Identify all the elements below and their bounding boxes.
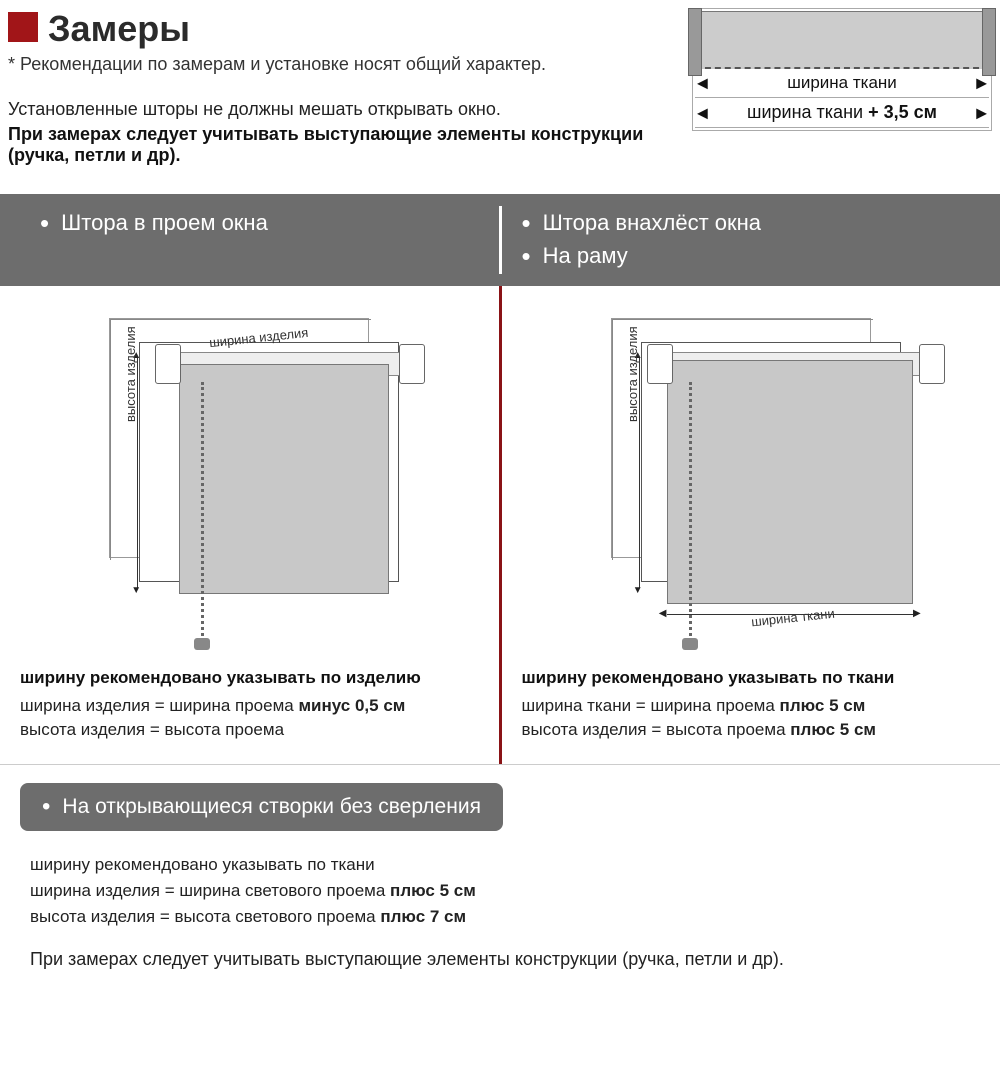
option-on-frame: На раму xyxy=(522,241,961,272)
option-col-1: Штора в проем окна xyxy=(20,206,502,274)
title-row: Замеры xyxy=(8,8,676,50)
diagram-left: высота изделия ширина изделия ширину рек… xyxy=(0,286,502,764)
diagrams-row: высота изделия ширина изделия ширину рек… xyxy=(0,286,1000,765)
pill-no-drill: На открывающиеся створки без сверления xyxy=(20,783,503,831)
h-axis-label-r: ширина ткани xyxy=(750,606,835,630)
option-col-2: Штора внахлёст окна На раму xyxy=(502,206,981,274)
intro-text-2: При замерах следует учитывать выступающи… xyxy=(8,124,676,166)
accent-square xyxy=(8,12,38,42)
option-inside: Штора в проем окна xyxy=(40,208,479,239)
rec-title-right: ширину рекомендовано указывать по ткани xyxy=(522,668,981,688)
intro-text-1: Установленные шторы не должны мешать отк… xyxy=(8,99,676,120)
rec-width-left: ширина изделия = ширина проема минус 0,5… xyxy=(20,696,479,716)
title-note: * Рекомендации по замерам и установке но… xyxy=(8,54,676,75)
sec3-line2: ширина изделия = ширина светового проема… xyxy=(30,881,970,901)
sec3-note: При замерах следует учитывать выступающи… xyxy=(30,949,970,970)
top-width-diagram: ◀ширина ткани▶ ◀ширина ткани + 3,5 см▶ xyxy=(692,8,992,131)
option-overlap: Штора внахлёст окна xyxy=(522,208,961,239)
rec-title-left: ширину рекомендовано указывать по издели… xyxy=(20,668,479,688)
options-bar: Штора в проем окна Штора внахлёст окна Н… xyxy=(0,194,1000,286)
rec-width-right: ширина ткани = ширина проема плюс 5 см xyxy=(522,696,981,716)
diagram-right: высота изделия ширина ткани ширину реком… xyxy=(502,286,1000,764)
dim-fabric-width: ◀ширина ткани▶ xyxy=(695,69,989,98)
section-no-drill: На открывающиеся створки без сверления ш… xyxy=(0,765,1000,1010)
v-axis-label-r: высота изделия xyxy=(625,326,640,422)
page-title: Замеры xyxy=(48,8,190,50)
sec3-line1: ширину рекомендовано указывать по ткани xyxy=(30,855,970,875)
window-diagram-inside: высота изделия ширина изделия xyxy=(49,302,449,652)
rec-height-left: высота изделия = высота проема xyxy=(20,720,479,740)
roller-graphic xyxy=(695,11,989,69)
window-diagram-overlap: высота изделия ширина ткани xyxy=(551,302,951,652)
sec3-line3: высота изделия = высота светового проема… xyxy=(30,907,970,927)
dim-total-width: ◀ширина ткани + 3,5 см▶ xyxy=(695,98,989,128)
v-axis-label: высота изделия xyxy=(123,326,138,422)
rec-height-right: высота изделия = высота проема плюс 5 см xyxy=(522,720,981,740)
